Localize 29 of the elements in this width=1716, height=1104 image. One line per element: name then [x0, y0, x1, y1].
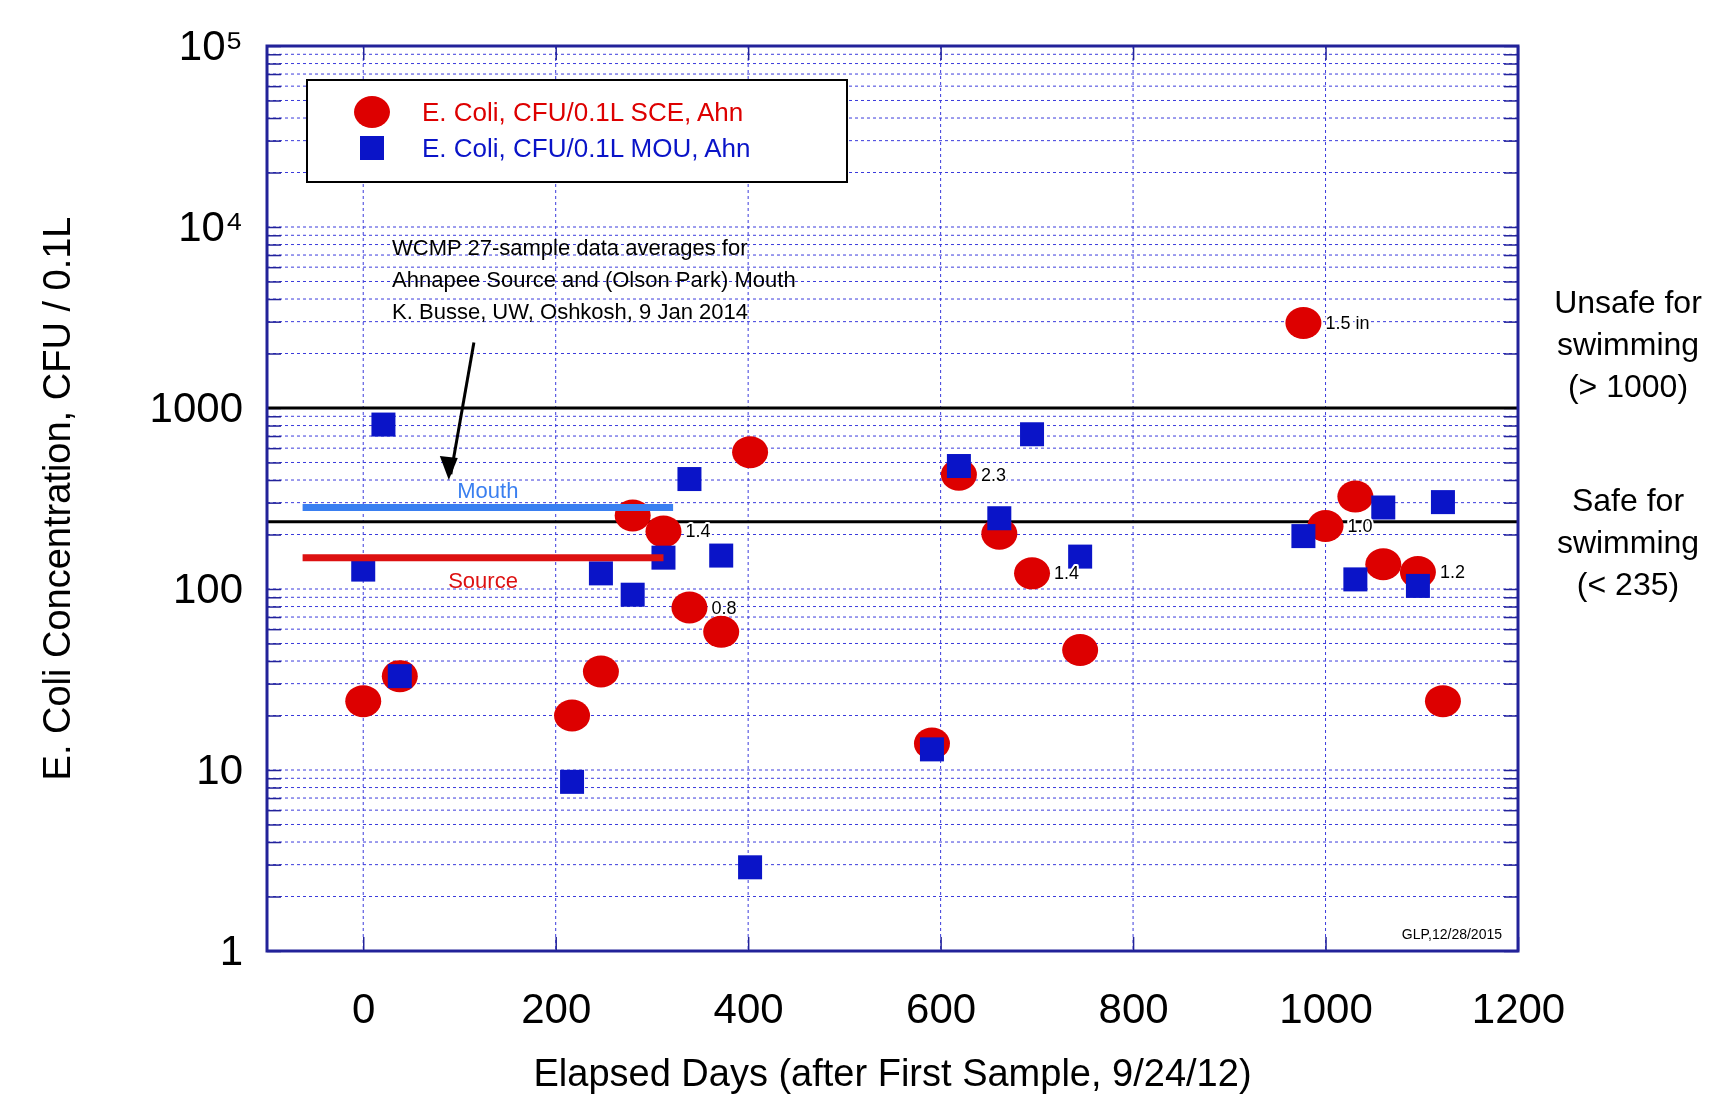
y-tick-label: 100 [172, 564, 243, 612]
ref-line-label: Unsafe for swimming (> 1000) [1554, 284, 1703, 404]
x-tick-label: 800 [1098, 984, 1169, 1032]
y-tick-label: 1 [219, 926, 243, 974]
x-tick-label: 400 [713, 984, 784, 1032]
y-axis-title: E. Coli Concentration, CFU / 0.1L [36, 216, 78, 781]
y-tick-label: 10⁴ [178, 202, 243, 250]
x-tick-label: 1200 [1471, 984, 1566, 1032]
annotation: 1.5 in [1325, 312, 1370, 333]
annotation: 1.2 [1439, 562, 1465, 583]
x-tick-label: 1000 [1279, 984, 1373, 1032]
legend-label: E. Coli, CFU/0.1L MOU, Ahn [422, 133, 751, 164]
annotation: 1.4 [1054, 563, 1080, 584]
annotation: WCMP 27-sample data averages for Ahnapee Source and (Olson Park) Mouth K. Busse, UW, Oshkosh, 9 Jan 2014 [392, 235, 796, 325]
x-tick-label: 200 [521, 984, 592, 1032]
annotation: GLP,12/28/2015 [1401, 926, 1503, 942]
ref-line-label: Safe for swimming (< 235) [1556, 481, 1700, 602]
legend-label: E. Coli, CFU/0.1L SCE, Ahn [422, 97, 744, 128]
y-tick-label: 10⁵ [178, 21, 243, 69]
annotation: 2.3 [980, 464, 1006, 485]
series-label: Source [448, 567, 518, 593]
annotation: 0.8 [711, 597, 737, 618]
annotation: 1.4 [685, 521, 711, 542]
y-tick-label: 10 [196, 745, 243, 793]
x-tick-label: 600 [906, 984, 977, 1032]
y-tick-label: 1000 [149, 383, 243, 431]
x-axis-title: Elapsed Days (after First Sample, 9/24/12) [533, 1052, 1252, 1094]
series-label: Mouth [457, 477, 519, 503]
x-tick-label: 0 [352, 984, 376, 1032]
